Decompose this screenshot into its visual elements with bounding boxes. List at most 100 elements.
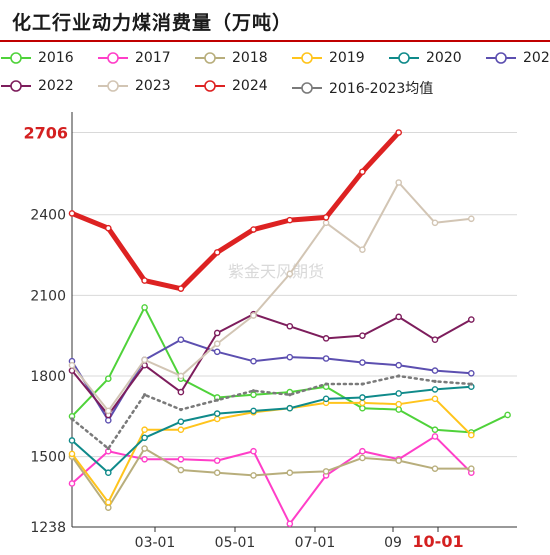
- data-point: [215, 398, 219, 402]
- y-tick-label-highlight: 2706: [23, 124, 68, 143]
- data-point: [431, 386, 439, 393]
- data-point: [467, 465, 475, 472]
- data-point: [105, 417, 112, 424]
- legend-item: 2019: [291, 50, 365, 66]
- data-point: [467, 215, 475, 223]
- data-point: [359, 332, 366, 339]
- legend-item: 2024: [194, 78, 268, 94]
- data-point: [106, 446, 110, 451]
- y-tick-label: 1800: [30, 369, 66, 385]
- data-point: [322, 219, 330, 227]
- data-point: [213, 457, 221, 464]
- data-point: [213, 329, 221, 337]
- data-point: [251, 389, 256, 393]
- data-point: [395, 129, 403, 136]
- data-point: [359, 454, 366, 462]
- data-point: [395, 361, 403, 369]
- data-point: [250, 226, 257, 233]
- legend-label: 2016-2023均值: [329, 81, 434, 97]
- data-point: [286, 216, 294, 224]
- x-tick-label: 07-01: [295, 535, 336, 551]
- series-line-2018: [71, 447, 473, 509]
- legend-swatch: [292, 82, 322, 94]
- x-tick-label: 03-01: [135, 535, 176, 551]
- data-point: [213, 348, 221, 356]
- legend-item: 2022: [0, 78, 74, 94]
- data-point: [177, 372, 185, 380]
- data-point: [141, 426, 148, 434]
- data-point: [322, 335, 330, 342]
- legend-item: 2016-2023均值: [291, 78, 433, 98]
- data-point: [433, 379, 437, 383]
- data-point: [395, 390, 403, 397]
- data-point: [286, 520, 294, 528]
- y-tick-label: 1500: [30, 450, 66, 466]
- legend-swatch: [292, 52, 322, 64]
- legend-label: 2024: [232, 78, 268, 94]
- data-point: [105, 375, 112, 382]
- data-point: [250, 391, 257, 399]
- data-point: [431, 426, 439, 434]
- data-point: [395, 406, 403, 413]
- data-point: [68, 480, 76, 487]
- data-point: [467, 369, 475, 377]
- data-point: [322, 395, 330, 403]
- legend-item: 2017: [97, 50, 171, 66]
- legend-item: 2018: [194, 50, 268, 66]
- data-point: [250, 407, 257, 415]
- y-tick-label: 2400: [30, 208, 66, 224]
- data-point: [395, 179, 403, 186]
- data-point: [431, 395, 439, 403]
- data-point: [141, 455, 148, 463]
- legend-swatch: [98, 52, 128, 64]
- data-point: [322, 468, 330, 475]
- legend-label: 2023: [135, 78, 171, 94]
- data-point: [68, 450, 76, 458]
- data-point: [141, 445, 148, 452]
- legend-swatch: [195, 52, 225, 64]
- data-point: [213, 415, 221, 423]
- legend-label: 2019: [329, 50, 365, 66]
- chart-title: 化工行业动力煤消费量（万吨）: [12, 12, 293, 34]
- data-point: [395, 400, 403, 408]
- data-point: [395, 313, 403, 321]
- data-point: [105, 504, 112, 511]
- data-point: [105, 407, 112, 415]
- legend-label: 2017: [135, 50, 171, 66]
- data-point: [397, 374, 401, 378]
- data-point: [250, 447, 257, 455]
- legend-swatch: [1, 80, 31, 92]
- data-point: [286, 404, 294, 412]
- legend-swatch: [1, 52, 31, 64]
- data-point: [467, 431, 475, 439]
- legend-item: 2020: [388, 50, 462, 66]
- data-point: [322, 355, 330, 362]
- x-tick-label: 05-01: [215, 535, 256, 551]
- data-point: [141, 277, 148, 284]
- data-point: [324, 382, 328, 386]
- data-point: [322, 214, 330, 221]
- series-line-2022: [71, 313, 473, 416]
- data-point: [141, 434, 148, 442]
- data-point: [177, 466, 185, 474]
- data-point: [179, 407, 183, 412]
- legend-item: 2016: [0, 50, 74, 66]
- data-point: [177, 418, 185, 425]
- data-point: [286, 270, 294, 278]
- y-tick-label: 1238: [30, 520, 66, 536]
- data-point: [431, 219, 439, 227]
- data-point: [467, 316, 475, 323]
- legend-swatch: [389, 52, 419, 64]
- data-point: [141, 304, 148, 311]
- data-point: [431, 367, 439, 374]
- legend-swatch: [486, 52, 516, 64]
- data-point: [431, 336, 439, 343]
- data-point: [141, 356, 148, 364]
- data-point: [105, 224, 112, 232]
- legend-item: 2023: [97, 78, 171, 94]
- legend-swatch: [195, 80, 225, 92]
- series-line-2016-2023均值: [70, 374, 473, 450]
- data-point: [177, 336, 185, 343]
- data-point: [359, 168, 366, 176]
